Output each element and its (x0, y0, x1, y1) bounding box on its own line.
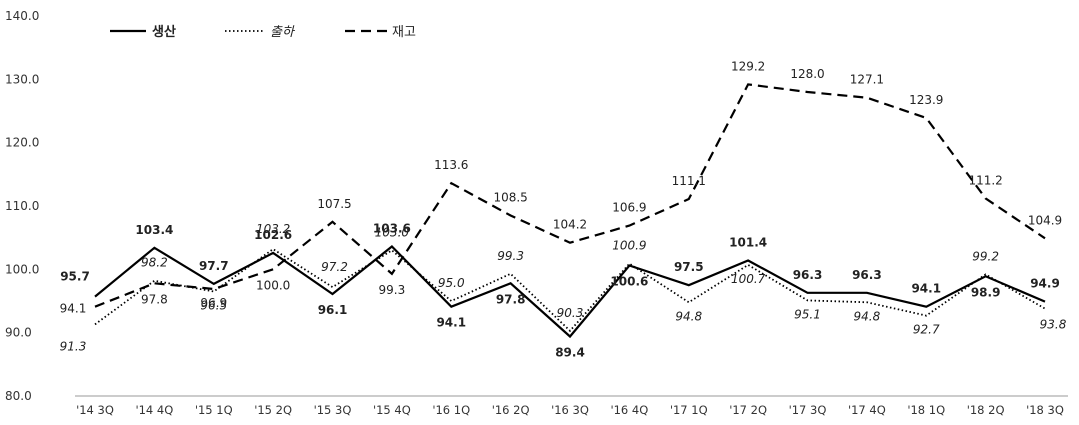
x-tick-label: '18 3Q (1026, 403, 1064, 417)
series-lines (94, 83, 1046, 339)
data-label-dashed: 100.0 (256, 278, 290, 292)
data-label-dotted: 94.8 (854, 309, 881, 323)
x-tick-label: '16 4Q (610, 403, 648, 417)
data-label-dashed: 97.8 (141, 292, 168, 306)
x-tick-label: '18 1Q (907, 403, 945, 417)
x-tick-label: '15 3Q (314, 403, 352, 417)
data-label-dashed: 128.0 (790, 67, 824, 81)
data-label-solid: 97.7 (199, 259, 229, 273)
data-label-solid: 96.3 (852, 268, 882, 282)
data-label-dotted: 100.7 (731, 272, 766, 286)
data-label-dotted: 97.2 (321, 260, 348, 274)
data-label-dashed: 123.9 (909, 93, 943, 107)
data-label-dashed: 108.5 (493, 191, 527, 205)
x-tick-label: '16 3Q (551, 403, 589, 417)
data-label-dotted: 99.2 (972, 249, 999, 263)
data-label-dashed: 94.1 (60, 302, 87, 316)
data-label-solid: 103.4 (135, 223, 173, 237)
x-tick-label: '15 1Q (195, 403, 233, 417)
data-label-dashed: 104.2 (553, 218, 587, 232)
legend-label-solid: 생산 (152, 24, 176, 40)
y-tick-label: 140.0 (5, 9, 39, 23)
x-tick-label: '15 2Q (254, 403, 292, 417)
y-tick-label: 80.0 (5, 389, 32, 403)
data-label-solid: 102.6 (254, 228, 292, 242)
data-label-solid: 96.1 (318, 303, 348, 317)
data-label-dotted: 95.1 (794, 307, 821, 321)
y-tick-label: 130.0 (5, 72, 39, 86)
data-label-dashed: 104.9 (1028, 213, 1062, 227)
data-label-solid: 94.9 (1030, 277, 1060, 291)
legend-label-dashed: 재고 (392, 25, 416, 40)
x-tick-label: '16 1Q (432, 403, 470, 417)
data-label-solid: 100.6 (610, 275, 648, 289)
data-label-solid: 96.3 (793, 268, 823, 282)
y-axis: 140.0 130.0 120.0 110.0 100.0 90.0 80.0 (5, 9, 39, 403)
data-label-dashed: 129.2 (731, 59, 765, 73)
y-tick-label: 110.0 (5, 199, 39, 213)
x-tick-label: '17 1Q (670, 403, 708, 417)
data-label-dotted: 98.2 (141, 256, 168, 270)
data-label-dotted: 91.3 (60, 339, 87, 353)
x-axis: '14 3Q '14 4Q '15 1Q '15 2Q '15 3Q '15 4Q '16 … (75, 395, 1068, 417)
x-tick-label: '15 4Q (373, 403, 411, 417)
data-label-dotted: 95.0 (438, 276, 465, 290)
data-label-dotted: 96.5 (200, 299, 227, 313)
data-label-solid: 94.1 (911, 282, 941, 296)
y-tick-label: 100.0 (5, 262, 39, 276)
data-label-solid: 101.4 (729, 235, 767, 249)
data-label-solid: 103.6 (373, 222, 411, 236)
data-labels: 95.7 103.4 97.7 102.6 96.1 103.6 94.1 97.8 89.4 1… (60, 59, 1067, 359)
data-label-dashed: 96.9 (200, 296, 227, 310)
data-label-dotted: 92.7 (913, 323, 940, 337)
data-label-dotted: 93.8 (1040, 318, 1067, 332)
data-label-dashed: 106.9 (612, 201, 646, 215)
x-tick-label: '17 2Q (729, 403, 767, 417)
x-tick-label: '14 4Q (135, 403, 173, 417)
series-line-dashed (94, 83, 1046, 308)
x-tick-label: '16 2Q (492, 403, 530, 417)
data-label-dotted: 103.2 (256, 222, 290, 236)
data-label-solid: 89.4 (555, 345, 585, 359)
y-tick-label: 120.0 (5, 136, 39, 150)
x-tick-label: '17 3Q (789, 403, 827, 417)
data-label-dashed: 99.3 (379, 283, 406, 297)
legend-label-dotted: 출하 (270, 25, 296, 40)
data-label-dashed: 127.1 (850, 73, 884, 87)
data-label-dotted: 103.0 (375, 225, 410, 239)
series-line-solid (94, 245, 1046, 339)
data-label-solid: 97.5 (674, 260, 704, 274)
data-label-dotted: 100.9 (612, 239, 646, 253)
x-tick-label: '14 3Q (76, 403, 114, 417)
data-label-solid: 95.7 (60, 270, 90, 284)
legend: 생산 출하 재고 (110, 24, 416, 40)
x-tick-label: '17 4Q (848, 403, 886, 417)
data-label-solid: 94.1 (436, 316, 466, 330)
data-label-dotted: 90.3 (557, 306, 584, 320)
x-tick-label: '18 2Q (967, 403, 1005, 417)
series-line-dotted (94, 248, 1046, 333)
data-label-dashed: 113.6 (434, 158, 468, 172)
data-label-dotted: 99.3 (497, 249, 524, 263)
y-tick-label: 90.0 (5, 326, 32, 340)
data-label-dashed: 111.2 (968, 173, 1002, 187)
data-label-dashed: 111.1 (672, 174, 706, 188)
data-label-dotted: 94.8 (675, 309, 702, 323)
data-label-solid: 98.9 (971, 285, 1001, 299)
data-label-solid: 97.8 (496, 292, 526, 306)
data-label-dashed: 107.5 (317, 197, 351, 211)
